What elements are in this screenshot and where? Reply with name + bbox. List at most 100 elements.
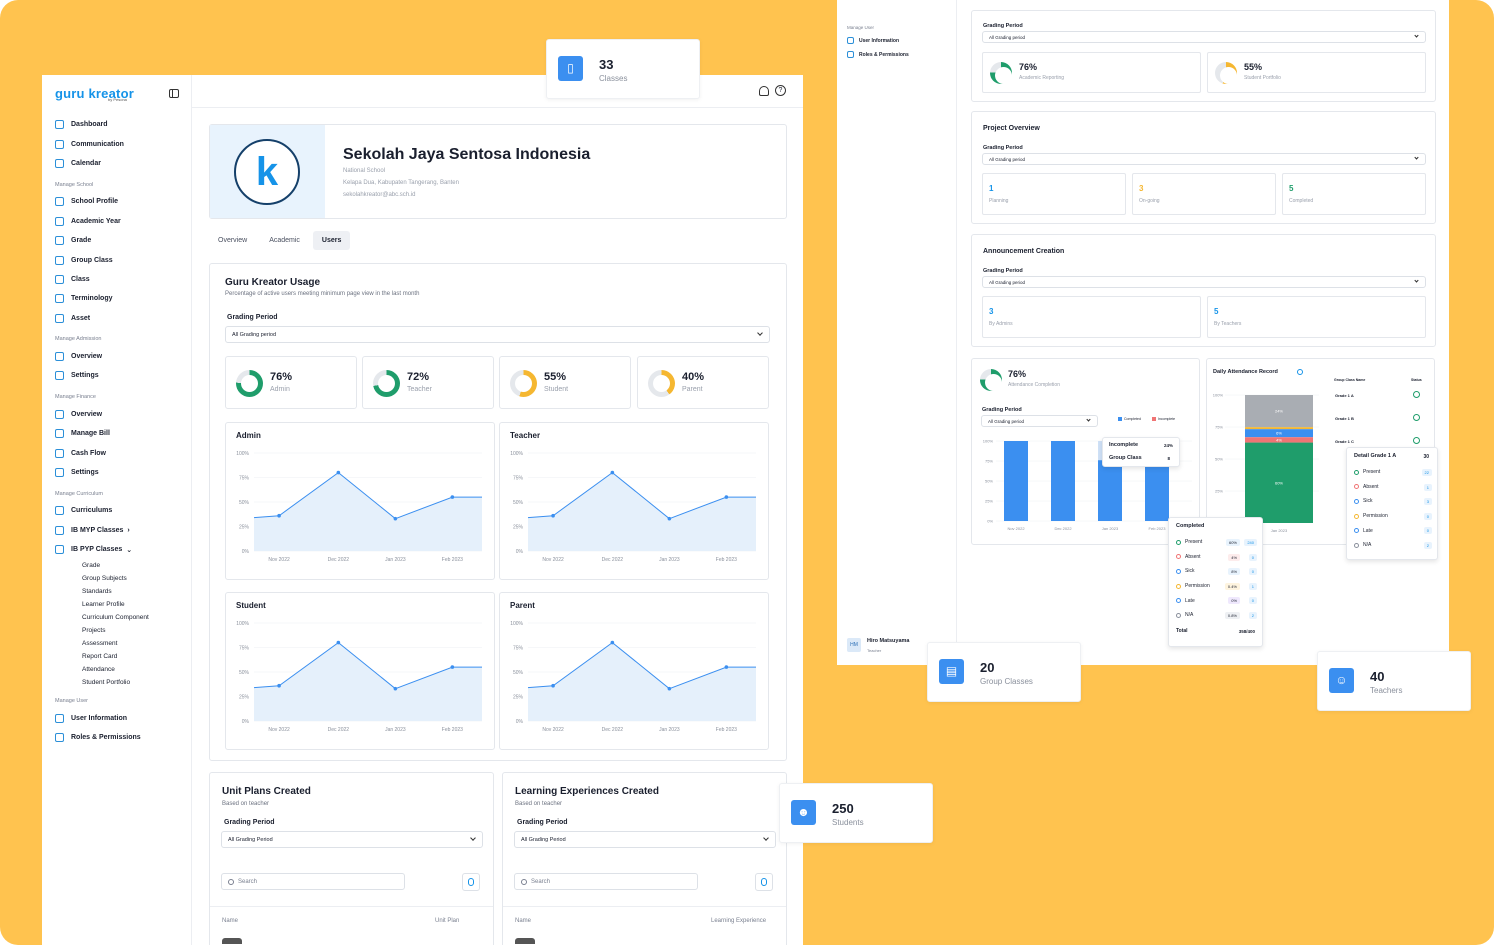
legend-swatch	[1152, 417, 1156, 421]
sort-button[interactable]	[755, 873, 773, 891]
sidebar-item-user-information[interactable]: User Information	[55, 708, 187, 727]
sidebar-item-grade[interactable]: Grade	[55, 231, 187, 250]
bar-completed[interactable]	[1051, 441, 1075, 521]
data-point[interactable]	[393, 516, 398, 521]
sidebar-item-cash-flow[interactable]: Cash Flow	[55, 443, 187, 462]
tab-overview[interactable]: Overview	[218, 237, 248, 244]
data-point[interactable]	[277, 513, 281, 518]
sidebar-item-academic-year[interactable]: Academic Year	[55, 212, 187, 231]
period-select[interactable]: All Grading period	[981, 415, 1098, 427]
sidebar-subitem-group-subjects[interactable]: Group Subjects	[82, 575, 127, 583]
bell-icon[interactable]	[759, 86, 769, 96]
sidebar-item-school-profile[interactable]: School Profile	[55, 192, 187, 211]
search-input[interactable]: Search	[221, 873, 405, 890]
communication-icon	[55, 139, 64, 149]
stack-segment[interactable]	[1245, 442, 1313, 523]
sidebar-subitem-learner-profile[interactable]: Learner Profile	[82, 601, 125, 609]
period-select[interactable]: All Grading period	[982, 276, 1426, 288]
user-information-icon	[55, 713, 64, 723]
y-tick-label: 75%	[513, 476, 524, 482]
data-point[interactable]	[724, 665, 729, 669]
sidebar-item-roles-permissions[interactable]: Roles & Permissions	[55, 728, 187, 747]
user-avatar[interactable]: HM	[847, 638, 861, 652]
period-select[interactable]: All Grading period	[982, 31, 1426, 43]
sort-button[interactable]	[462, 873, 480, 891]
y-tick-label: 100%	[236, 621, 249, 627]
app-logo[interactable]: guru kreator	[55, 86, 134, 101]
tab-academic[interactable]: Academic	[269, 237, 300, 244]
data-point[interactable]	[724, 495, 729, 499]
sidebar-item-communication[interactable]: Communication	[55, 134, 187, 153]
divider	[503, 906, 786, 907]
help-icon[interactable]: ?	[775, 85, 786, 96]
data-point[interactable]	[336, 640, 341, 645]
sidebar-item-overview[interactable]: Overview	[55, 347, 187, 366]
info-icon[interactable]	[1297, 369, 1303, 375]
data-point[interactable]	[610, 640, 615, 645]
sidebar-subitem-projects[interactable]: Projects	[82, 627, 106, 635]
sidebar-subitem-assessment[interactable]: Assessment	[82, 640, 118, 648]
stack-segment[interactable]	[1245, 437, 1313, 443]
data-point[interactable]	[551, 683, 555, 688]
float-value: 250	[832, 801, 854, 816]
sidebar-item-user-information[interactable]: User Information	[847, 37, 899, 44]
sidebar-item-curriculums[interactable]: Curriculums	[55, 501, 187, 520]
data-point[interactable]	[277, 683, 281, 688]
data-point[interactable]	[667, 516, 672, 521]
stat-label: Teacher	[407, 386, 432, 393]
data-point[interactable]	[450, 495, 455, 499]
data-point[interactable]	[336, 470, 341, 475]
status-icon	[1354, 469, 1359, 475]
data-point[interactable]	[610, 470, 615, 475]
card-title: Learning Experiences Created	[515, 786, 659, 797]
sidebar-item-terminology[interactable]: Terminology	[55, 289, 187, 308]
group-row[interactable]: Grade 1 A	[1335, 393, 1354, 398]
sidebar-item-manage-bill[interactable]: Manage Bill	[55, 424, 187, 443]
check-circle-icon	[1413, 391, 1420, 398]
sidebar-subitem-attendance[interactable]: Attendance	[82, 666, 115, 674]
sidebar-item-overview[interactable]: Overview	[55, 405, 187, 424]
stack-segment[interactable]	[1245, 427, 1313, 430]
y-tick-label: 75%	[985, 459, 993, 464]
sidebar-item-dashboard[interactable]: Dashboard	[55, 115, 187, 134]
period-select[interactable]: All Grading period	[982, 153, 1426, 165]
sidebar-subitem-curriculum-component[interactable]: Curriculum Component	[82, 614, 149, 622]
sidebar-item-ib-pyp-classes[interactable]: IB PYP Classes ⌄	[55, 540, 187, 559]
sidebar-subitem-grade[interactable]: Grade	[82, 562, 101, 570]
search-input[interactable]: Search	[514, 873, 698, 890]
stack-segment[interactable]	[1245, 429, 1313, 438]
sidebar-item-roles[interactable]: Roles & Permissions	[847, 51, 909, 58]
collapse-sidebar-icon[interactable]	[169, 89, 179, 98]
period-select[interactable]: All Grading Period	[221, 831, 483, 848]
count-pill: 0	[1423, 527, 1432, 535]
academic-year-icon	[55, 216, 64, 226]
x-tick-label: Jan 2023	[385, 727, 406, 733]
sidebar-subitem-student-portfolio[interactable]: Student Portfolio	[82, 679, 131, 687]
sidebar-item-settings[interactable]: Settings	[55, 463, 187, 482]
group-row[interactable]: Grade 1 B	[1335, 416, 1354, 421]
tab-users[interactable]: Users	[312, 231, 351, 250]
group-row[interactable]: Grade 1 C	[1335, 439, 1354, 444]
sidebar-item-ib-myp-classes[interactable]: IB MYP Classes ›	[55, 521, 187, 540]
sidebar-item-asset[interactable]: Asset	[55, 309, 187, 328]
sidebar-item-calendar[interactable]: Calendar	[55, 154, 187, 173]
data-point[interactable]	[667, 686, 672, 691]
data-point[interactable]	[393, 686, 398, 691]
sidebar-subitem-standards[interactable]: Standards	[82, 588, 112, 596]
stack-segment[interactable]	[1245, 395, 1313, 428]
period-select[interactable]: All Grading period	[225, 326, 770, 343]
sidebar-subitem-report-card[interactable]: Report Card	[82, 653, 118, 661]
column-name: Name	[222, 918, 239, 924]
data-point[interactable]	[551, 513, 555, 518]
sidebar-item-group-class[interactable]: Group Class	[55, 250, 187, 269]
sidebar-item-settings[interactable]: Settings	[55, 366, 187, 385]
sort-icon	[761, 878, 767, 886]
chevron-down-icon	[470, 835, 476, 841]
bar-completed[interactable]	[1098, 460, 1122, 521]
sidebar-section-title: Manage Finance	[55, 394, 96, 401]
bar-completed[interactable]	[1004, 441, 1028, 521]
period-select[interactable]: All Grading Period	[514, 831, 776, 848]
sidebar-item-class[interactable]: Class	[55, 270, 187, 289]
data-point[interactable]	[450, 665, 455, 669]
book-icon: ▯	[558, 56, 583, 81]
